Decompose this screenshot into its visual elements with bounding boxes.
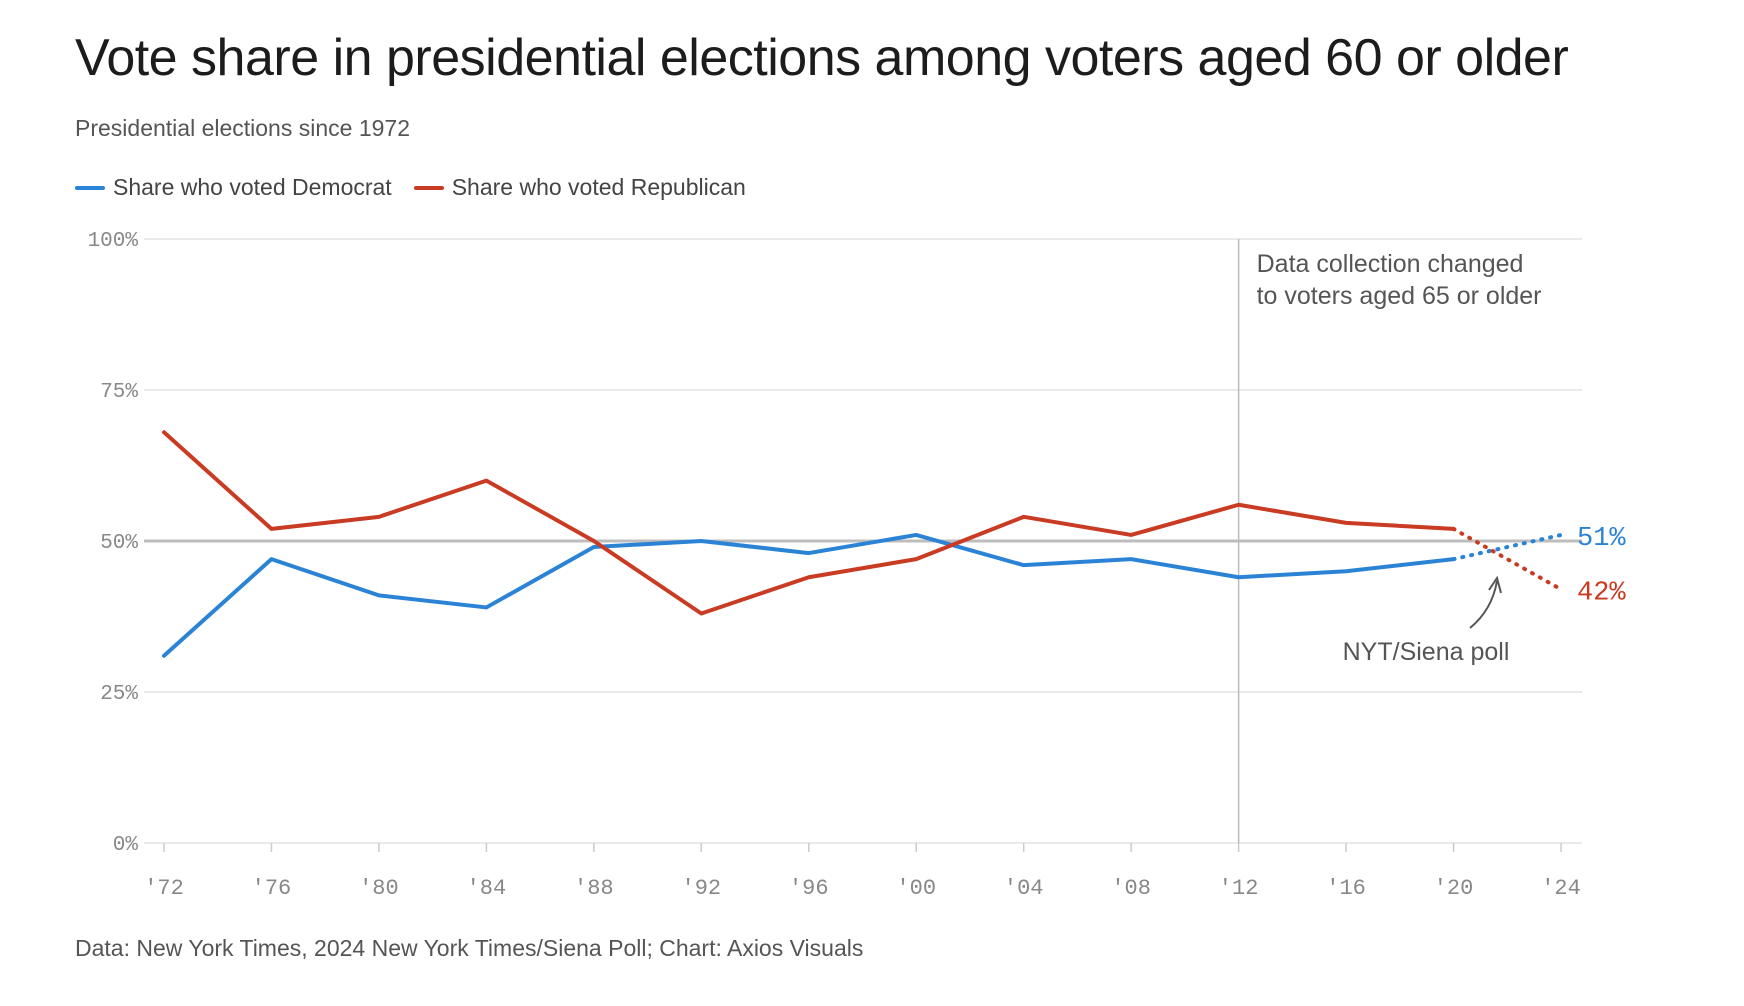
y-tick-label: 25% [100,683,138,706]
x-tick-label: '04 [1004,876,1044,901]
y-tick-label: 75% [100,381,138,404]
x-tick-label: '12 [1219,876,1259,901]
source-note: Data: New York Times, 2024 New York Time… [75,935,864,961]
legend-swatch-republican [413,185,444,190]
annotation-data-collection-text: Data collection changed [1257,250,1524,278]
x-tick-label: '92 [682,876,722,901]
x-tick-label: '16 [1326,876,1366,901]
annotations: Data collection changed to voters aged 65… [1237,239,1542,843]
x-tick-label: '00 [896,876,936,901]
legend-item-republican: Share who voted Republican [413,174,746,201]
x-tick-label: '20 [1434,876,1474,901]
end-label-democrat: 51% [1577,524,1626,554]
x-tick-label: '84 [467,876,507,901]
series-projection-republican [1451,526,1563,592]
series-line-republican [162,430,1456,616]
legend-label-republican: Share who voted Republican [451,174,746,200]
annotation-data-collection-text: to voters aged 65 or older [1257,282,1542,310]
x-tick-label: '76 [252,876,292,901]
arrow-head-icon [1488,575,1502,594]
end-label-republican: 42% [1577,578,1626,608]
series [162,430,1563,658]
y-tick-label: 50% [100,532,138,555]
legend: Share who voted Democrat Share who voted… [75,174,768,201]
end-labels: 51% 42% [1577,524,1626,608]
legend-swatch-democrat [75,185,105,190]
legend-label-democrat: Share who voted Democrat [113,174,392,200]
legend-item-democrat: Share who voted Democrat [75,174,392,201]
y-tick-label: 100% [88,230,139,253]
x-tick-label: '96 [789,876,829,901]
x-tick-label: '72 [144,876,184,901]
y-tick-label: 0% [113,834,139,857]
series-line-democrat [162,532,1456,658]
chart-title: Vote share in presidential elections amo… [75,29,1569,87]
series-projection-democrat [1451,532,1563,562]
annotation-poll-label: NYT/Siena poll [1343,638,1510,666]
annotation-arrow [1469,580,1498,629]
grid: 0% 25% 50% 75% 100% '72 '76 '80 '84 '88 '92 '96 '00 '… [88,230,1582,901]
x-tick-label: '08 [1111,876,1151,901]
chart-subtitle: Presidential elections since 1972 [75,115,410,141]
x-tick-label: '24 [1541,876,1581,901]
x-tick-label: '80 [359,876,399,901]
x-tick-label: '88 [574,876,614,901]
